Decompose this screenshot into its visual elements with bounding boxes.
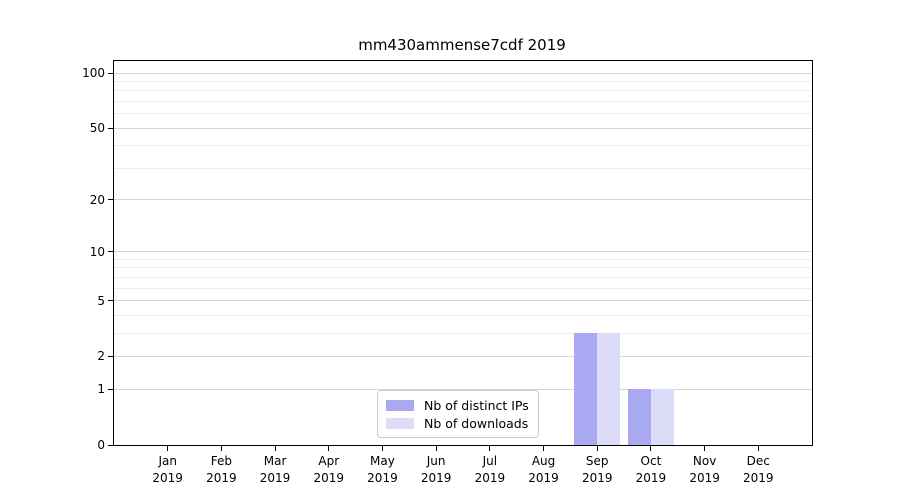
plot-area: 0 1 2 5 10 20 50 100 Jan 2019 Feb 2019 Mar 2019 Apr 201… — [82, 60, 813, 485]
gridline-major — [114, 388, 812, 390]
gridline-major — [114, 199, 812, 201]
x-tick-label: Dec 2019 — [743, 454, 774, 485]
x-tick-label: Aug 2019 — [528, 454, 559, 485]
x-tick-label: Feb 2019 — [206, 454, 237, 485]
y-tick — [108, 251, 114, 253]
x-tick — [328, 446, 330, 451]
legend-label: Nb of downloads — [424, 415, 529, 431]
x-tick-label: Mar 2019 — [259, 454, 291, 485]
gridline-major — [114, 300, 812, 302]
x-tick — [543, 446, 545, 451]
gridline-major — [114, 355, 812, 357]
y-tick — [108, 199, 114, 201]
x-tick-label: May 2019 — [367, 454, 398, 485]
x-tick-label: Jun 2019 — [420, 454, 452, 485]
x-tick — [757, 446, 759, 451]
y-tick — [108, 127, 114, 129]
gridline-major — [114, 72, 812, 74]
gridline-minor — [114, 167, 812, 169]
y-tick-label: 2 — [97, 349, 105, 364]
x-tick — [220, 446, 222, 451]
y-tick-label: 5 — [97, 293, 105, 308]
bar-distinct-ips — [627, 389, 651, 445]
x-tick-label: Nov 2019 — [689, 454, 720, 485]
x-tick — [650, 446, 652, 451]
gridline-minor — [114, 113, 812, 115]
gridline-minor — [114, 267, 812, 269]
gridline-minor — [114, 145, 812, 147]
x-tick — [435, 446, 437, 451]
gridline-minor — [114, 100, 812, 102]
x-tick-label: Oct 2019 — [635, 454, 667, 485]
gridline-minor — [114, 314, 812, 316]
legend: Nb of distinct IPs Nb of downloads — [377, 390, 539, 438]
x-tick-label: Jul 2019 — [474, 454, 506, 485]
legend-swatch — [386, 399, 414, 411]
y-tick-label: 1 — [97, 382, 105, 397]
x-tick — [489, 446, 491, 451]
x-tick — [596, 446, 598, 451]
x-tick — [274, 446, 276, 451]
y-tick-label: 100 — [82, 66, 105, 80]
y-tick — [108, 300, 114, 302]
gridline-major — [114, 251, 812, 253]
y-tick-label: 20 — [89, 192, 105, 207]
legend-row: Nb of distinct IPs — [386, 396, 529, 414]
y-tick — [108, 444, 114, 446]
bar-distinct-ips — [574, 333, 598, 445]
y-tick-label: 0 — [97, 438, 105, 452]
x-tick-label: Jan 2019 — [152, 454, 183, 485]
legend-label: Nb of distinct IPs — [424, 397, 529, 413]
x-tick — [704, 446, 706, 451]
chart-title: mm430ammense7cdf 2019 — [358, 36, 566, 54]
x-tick — [167, 446, 169, 451]
gridline-minor — [114, 80, 812, 82]
gridline-minor — [114, 287, 812, 289]
gridline-minor — [114, 332, 812, 334]
x-tick-label: Sep 2019 — [581, 454, 613, 485]
bar-downloads — [597, 333, 621, 445]
y-tick — [108, 72, 114, 74]
gridline-minor — [114, 276, 812, 278]
y-tick-label: 50 — [89, 121, 105, 136]
gridline-minor — [114, 90, 812, 92]
legend-swatch — [386, 417, 414, 429]
gridline-major — [114, 127, 812, 129]
gridline-minor — [114, 258, 812, 260]
bar-downloads — [650, 389, 674, 445]
x-tick-label: Apr 2019 — [313, 454, 345, 485]
x-tick — [381, 446, 383, 451]
y-tick — [108, 388, 114, 390]
legend-row: Nb of downloads — [386, 414, 529, 432]
y-tick — [108, 355, 114, 357]
y-tick-label: 10 — [89, 244, 105, 259]
